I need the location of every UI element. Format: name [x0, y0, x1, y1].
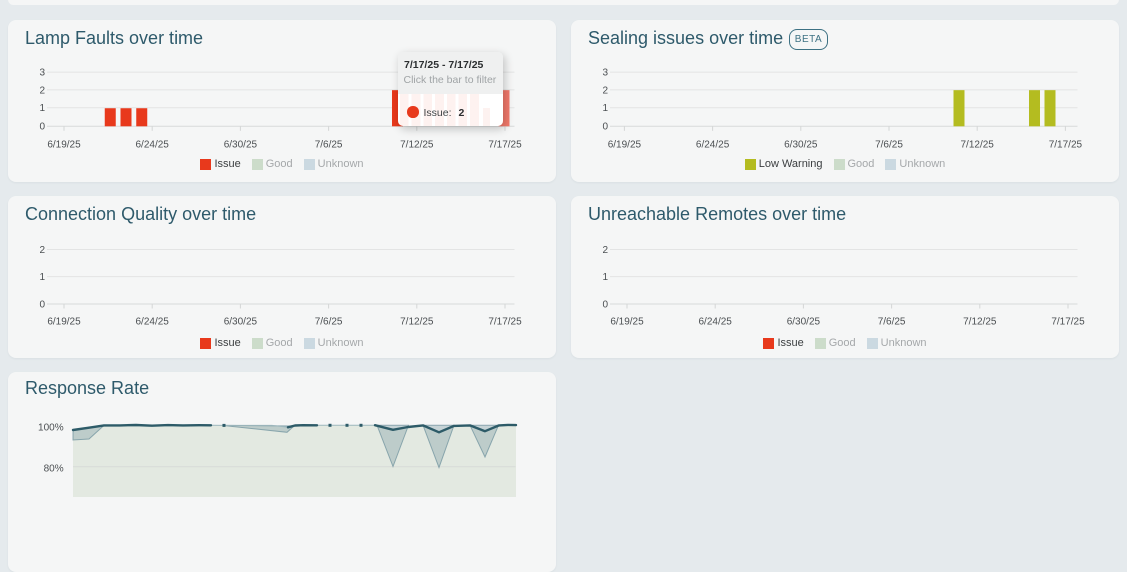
svg-text:6/19/25: 6/19/25	[610, 317, 644, 328]
svg-text:7/6/25: 7/6/25	[875, 140, 903, 151]
svg-text:80%: 80%	[44, 463, 64, 474]
svg-text:6/30/25: 6/30/25	[224, 317, 258, 328]
svg-text:6/24/25: 6/24/25	[136, 317, 170, 328]
svg-text:7/17/25: 7/17/25	[488, 317, 522, 328]
svg-text:7/17/25: 7/17/25	[1051, 317, 1085, 328]
svg-text:3: 3	[39, 68, 45, 79]
svg-text:2: 2	[602, 85, 608, 96]
svg-text:2: 2	[39, 245, 45, 256]
svg-text:1: 1	[602, 103, 608, 114]
svg-text:7/12/25: 7/12/25	[400, 317, 434, 328]
svg-text:6/24/25: 6/24/25	[699, 317, 733, 328]
svg-text:6/19/25: 6/19/25	[608, 140, 642, 151]
svg-text:6/19/25: 6/19/25	[47, 317, 81, 328]
svg-text:7/12/25: 7/12/25	[961, 140, 995, 151]
svg-text:1: 1	[602, 272, 608, 283]
svg-text:100%: 100%	[38, 423, 64, 434]
svg-text:6/24/25: 6/24/25	[696, 140, 730, 151]
svg-text:7/6/25: 7/6/25	[315, 140, 343, 151]
svg-text:7/12/25: 7/12/25	[400, 140, 434, 151]
svg-text:0: 0	[602, 122, 608, 133]
svg-text:0: 0	[39, 122, 45, 133]
svg-text:2: 2	[602, 245, 608, 256]
svg-text:6/30/25: 6/30/25	[224, 140, 258, 151]
svg-text:0: 0	[602, 299, 608, 310]
svg-text:7/12/25: 7/12/25	[963, 317, 997, 328]
svg-text:7/6/25: 7/6/25	[878, 317, 906, 328]
svg-text:7/6/25: 7/6/25	[315, 317, 343, 328]
svg-text:7/17/25: 7/17/25	[488, 140, 522, 151]
svg-text:6/24/25: 6/24/25	[136, 140, 170, 151]
svg-text:6/30/25: 6/30/25	[787, 317, 821, 328]
svg-text:0: 0	[39, 299, 45, 310]
svg-text:2: 2	[39, 85, 45, 96]
svg-text:6/19/25: 6/19/25	[47, 140, 81, 151]
svg-text:7/17/25: 7/17/25	[1049, 140, 1083, 151]
svg-text:1: 1	[39, 272, 45, 283]
svg-text:3: 3	[602, 68, 608, 79]
svg-text:1: 1	[39, 103, 45, 114]
svg-text:6/30/25: 6/30/25	[784, 140, 818, 151]
